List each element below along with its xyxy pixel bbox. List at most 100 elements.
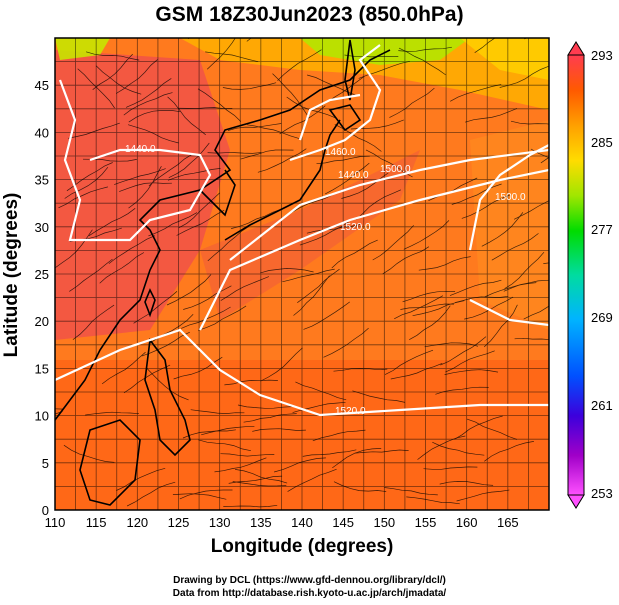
colorbar: 293 285 277 269 261 253 [567,41,613,509]
x-tick-label: 150 [373,515,395,530]
contour-1500 [229,148,549,261]
streamline [224,379,278,386]
streamline [333,481,387,492]
contour-1460 [289,44,382,162]
streamline [166,274,212,306]
streamline [119,182,172,192]
streamline [450,84,502,102]
streamline [456,489,510,502]
streamline [461,194,511,219]
streamline [398,46,452,52]
streamline [207,226,250,262]
x-tick-label: 110 [45,515,66,530]
streamline [214,457,267,473]
streamline [167,96,206,136]
streamline [435,386,489,395]
streamline [323,327,369,358]
streamline [257,148,307,173]
streamline [449,279,502,296]
streamline [260,268,314,274]
streamline [178,107,233,109]
streamline [424,342,479,348]
streamline [64,166,109,199]
streamline [287,468,337,492]
streamline [398,47,446,76]
contour-label: 1440.0 [125,144,156,155]
map-plot-area: 1440.0 1460.0 1440.0 1500.0 1520.0 1500.… [55,38,549,510]
streamline [384,487,438,496]
streamline [299,221,349,246]
streamline [63,444,115,463]
coastline-asia-mainland [55,49,391,421]
credit-data: Data from http://database.rish.kyoto-u.a… [172,588,447,599]
x-tick-label: 115 [86,515,107,530]
streamline [55,229,93,269]
x-tick-label: 165 [497,515,519,530]
streamline [372,225,414,261]
x-axis-label: Longitude (degrees) [210,536,394,557]
streamline [503,279,549,292]
streamline [356,189,402,220]
y-tick-label: 0 [42,503,49,518]
map-frame [54,37,550,511]
contour-1500-east [468,144,549,251]
streamline [227,123,282,131]
streamline [205,51,259,63]
streamline [297,268,340,303]
y-tick-label: 5 [42,456,49,471]
colorbar-bottom-arrow [567,494,585,509]
contour-labels: 1440.0 1460.0 1440.0 1500.0 1520.0 1500.… [125,144,526,417]
streamline [148,153,193,187]
streamline [491,233,539,261]
streamline [167,168,221,181]
streamline [400,303,455,310]
streamline [72,304,115,340]
streamline [423,466,478,470]
streamline [260,347,303,382]
streamline [182,429,236,439]
streamline [483,304,518,348]
coastline-sakhalin [344,39,356,101]
y-tick-label: 35 [35,173,49,188]
streamline [240,149,294,160]
contour-label: 1460.0 [325,147,356,158]
streamline [409,305,451,341]
streamline [85,411,140,416]
streamline [354,449,409,454]
orange-east-region [470,120,549,330]
contour-1520-lower [55,328,549,417]
streamline [108,235,156,264]
streamline [274,457,326,473]
streamline [358,60,410,79]
streamline [504,251,545,289]
contour-1520-east [469,299,549,327]
green-north-region [300,38,470,65]
contour-label: 1500.0 [380,164,411,175]
streamline [237,404,292,409]
streamline [201,426,255,436]
streamline [179,489,233,500]
streamline [384,349,434,375]
streamline [279,105,326,135]
streamline [352,390,406,403]
coastline-korea [199,169,236,217]
streamline [428,177,478,202]
streamline [68,122,120,139]
streamline [176,209,225,236]
streamline [499,65,549,88]
x-tick-label: 135 [250,515,272,530]
streamline [484,282,537,298]
y-tick-label: 20 [35,314,49,329]
y-tick-label: 45 [35,78,49,93]
streamline [514,337,549,340]
streamline [302,449,357,457]
streamline [223,504,278,508]
x-tick-label: 160 [456,515,478,530]
x-tick-label: 140 [291,515,313,530]
streamline [232,481,287,487]
coastlines [55,39,391,506]
x-tick-label: 130 [209,515,231,530]
streamline [187,38,190,40]
streamline [444,369,499,375]
streamline [451,183,502,205]
